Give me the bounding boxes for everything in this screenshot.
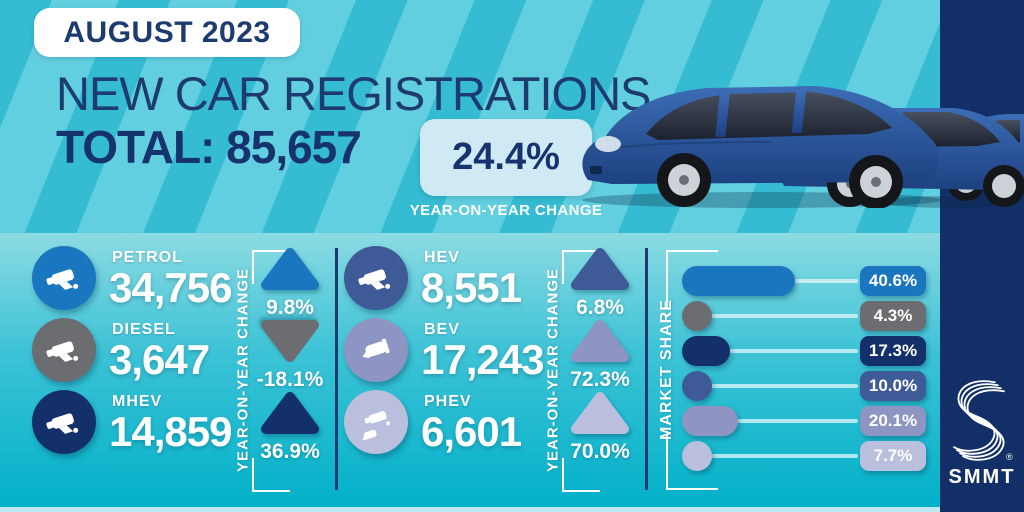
market-share-bar [682, 266, 795, 296]
fuel-registrations: 34,756 [109, 263, 232, 311]
bracket-bottom-left [562, 458, 600, 492]
bracket-top-left [666, 250, 718, 308]
market-share-bar [682, 441, 712, 471]
connector-line [690, 419, 858, 423]
yoy-axis-label-left: YEAR-ON-YEAR CHANGE [234, 267, 252, 472]
fuel-label: MHEV [112, 392, 163, 410]
market-share-row-bev: 20.1% [682, 406, 926, 436]
fuel-row-diesel: DIESEL 3,647 [32, 318, 210, 383]
fuel-row-petrol: PETROL 34,756 [32, 246, 232, 311]
yoy-indicator-bev: 72.3% [568, 318, 632, 392]
fuel-label: PHEV [424, 392, 472, 410]
yoy-indicator-hev: 6.8% [568, 246, 632, 320]
market-share-bar [682, 336, 731, 366]
yoy-pct: -18.1% [256, 368, 324, 391]
market-share-row-petrol: 40.6% [682, 266, 926, 296]
fuel-row-phev: PHEV 6,601 [344, 390, 522, 455]
car-large [582, 86, 940, 208]
market-share-chip: 40.6% [860, 266, 926, 296]
section-divider [335, 248, 338, 490]
right-brand-band [940, 0, 1024, 512]
yoy-pct: 72.3% [570, 368, 630, 391]
connector-line [690, 454, 858, 458]
market-share-bar [682, 406, 738, 436]
yoy-indicator-petrol: 9.8% [258, 246, 322, 320]
market-share-chip: 4.3% [860, 301, 926, 331]
fuel-row-mhev: MHEV 14,859 [32, 390, 232, 455]
yoy-change-caption: YEAR-ON-YEAR CHANGE [409, 202, 603, 219]
ev-plug-icon [344, 318, 408, 382]
market-share-bar [682, 371, 712, 401]
yoy-indicator-mhev: 36.9% [258, 390, 322, 464]
connector-line [690, 349, 858, 353]
fuel-registrations: 14,859 [109, 407, 232, 455]
fuel-row-hev: HEV 8,551 [344, 246, 522, 311]
fuel-registrations: 3,647 [109, 335, 210, 383]
market-share-chip: 10.0% [860, 371, 926, 401]
fuel-registrations: 8,551 [421, 263, 522, 311]
month-badge: AUGUST 2023 [34, 8, 300, 57]
market-share-chip: 20.1% [860, 406, 926, 436]
connector-line [690, 384, 858, 388]
month-badge-label: AUGUST 2023 [63, 15, 271, 49]
connector-line [690, 314, 858, 318]
bracket-bottom-left [252, 458, 290, 492]
fuel-registrations: 6,601 [421, 407, 522, 455]
bottom-accent-strip [0, 507, 1024, 512]
market-share-bar [682, 301, 712, 331]
mhev-pump-icon [32, 390, 96, 454]
yoy-indicator-diesel: -18.1% [256, 318, 324, 392]
total-registrations: TOTAL: 85,657 [56, 121, 362, 173]
smmt-logo-icon [953, 380, 1005, 461]
market-share-axis-label: MARKET SHARE [658, 299, 675, 441]
yoy-pct: 9.8% [266, 296, 314, 319]
market-share-chip: 7.7% [860, 441, 926, 471]
yoy-change-box: 24.4% [420, 119, 592, 196]
page-title: NEW CAR REGISTRATIONS [56, 67, 651, 120]
yoy-pct: 36.9% [260, 440, 320, 463]
market-share-row-diesel: 4.3% [682, 301, 926, 331]
bracket-top-left [252, 250, 290, 284]
smmt-wordmark: SMMT [948, 466, 1016, 488]
fuel-registrations: 17,243 [421, 335, 544, 383]
yoy-pct: 6.8% [576, 296, 624, 319]
fuel-label: PETROL [112, 248, 183, 266]
petrol-pump-icon [32, 246, 96, 310]
bracket-bottom-left [666, 432, 718, 490]
yoy-change-value: 24.4% [452, 136, 560, 178]
section-divider [645, 248, 648, 490]
fuel-row-bev: BEV 17,243 [344, 318, 544, 383]
registered-trademark: ® [1006, 452, 1013, 462]
market-share-row-mhev: 17.3% [682, 336, 926, 366]
yoy-axis-label-right: YEAR-ON-YEAR CHANGE [544, 267, 562, 472]
market-share-row-phev: 7.7% [682, 441, 926, 471]
fuel-label: DIESEL [112, 320, 176, 338]
phev-pump-plug-icon [344, 390, 408, 454]
fuel-label: HEV [424, 248, 460, 266]
cars-illustration [582, 86, 1024, 208]
fuel-label: BEV [424, 320, 460, 338]
market-share-chip: 17.3% [860, 336, 926, 366]
market-share-row-hev: 10.0% [682, 371, 926, 401]
hev-pump-icon [344, 246, 408, 310]
yoy-indicator-phev: 70.0% [568, 390, 632, 464]
bracket-top-left [562, 250, 600, 284]
diesel-pump-icon [32, 318, 96, 382]
yoy-pct: 70.0% [570, 440, 630, 463]
